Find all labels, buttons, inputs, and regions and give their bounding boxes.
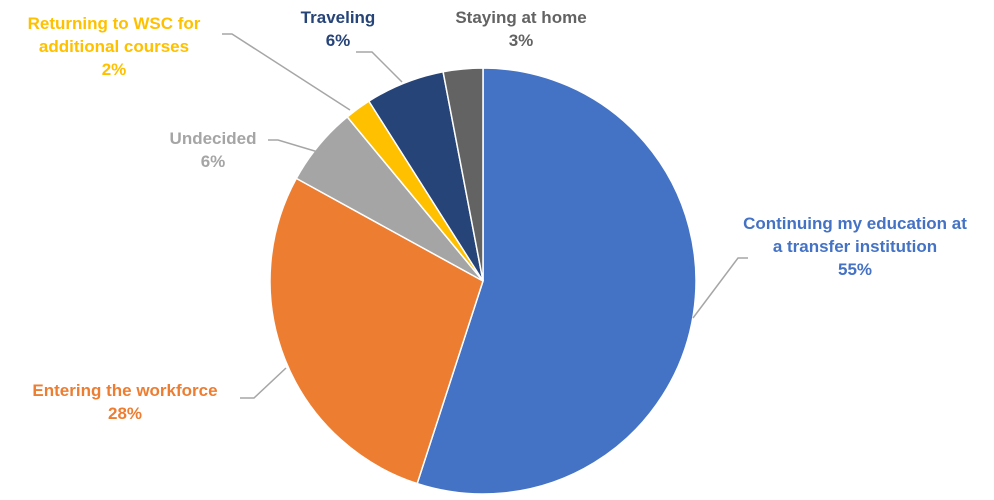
- slice-staying-home: [442, 67, 484, 282]
- label-staying-home: Staying at home 3%: [455, 8, 587, 50]
- slice-entering-workforce: [269, 177, 484, 485]
- label-continuing-education: Continuing my education at a transfer in…: [743, 214, 967, 279]
- label-traveling: Traveling 6%: [300, 8, 376, 50]
- leader-undecided: [268, 139, 319, 153]
- slice-continuing-education: [416, 67, 697, 495]
- leader-entering-workforce: [240, 367, 287, 399]
- leader-traveling: [356, 51, 403, 83]
- leader-continuing-education: [692, 257, 748, 319]
- leader-returning-wsc: [222, 33, 351, 111]
- label-entering-workforce: Entering the workforce 28%: [32, 381, 218, 423]
- label-returning-wsc: Returning to WSC for additional courses …: [27, 14, 201, 79]
- label-undecided: Undecided 6%: [169, 129, 257, 171]
